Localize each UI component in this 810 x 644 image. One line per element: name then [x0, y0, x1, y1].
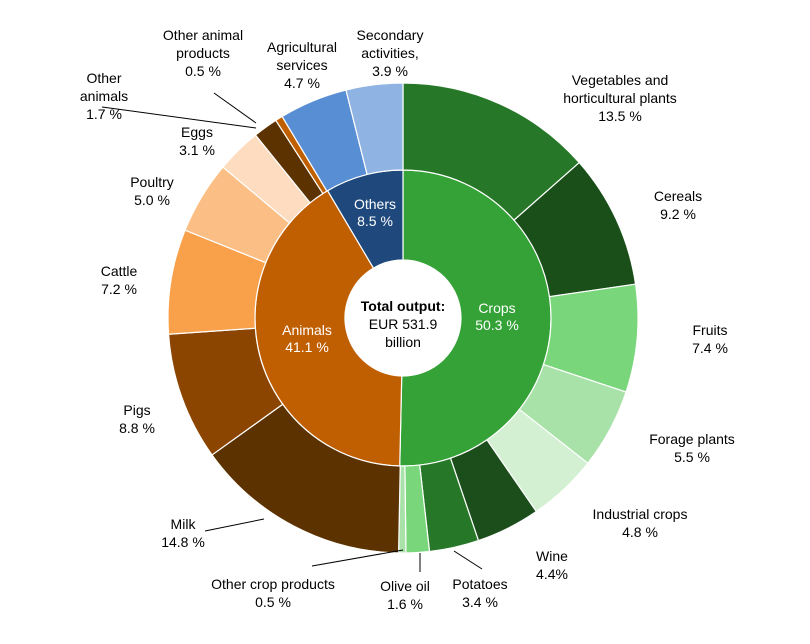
inner-label-crops: Crops [478, 300, 516, 316]
outer-label-milk: Milk [170, 516, 196, 532]
outer-label-cereals: Cereals [653, 188, 703, 204]
outer-label-eggs: Eggs [181, 124, 213, 140]
inner-value-crops: 50.3 % [475, 317, 519, 333]
outer-label-wine: Wine [536, 548, 568, 564]
outer-value-forage-plants: 5.5 % [674, 449, 710, 465]
center-line2: billion [385, 334, 421, 350]
leader-line [213, 92, 257, 124]
outer-value-industrial-crops: 4.8 % [622, 524, 658, 540]
outer-value-other-animal-products: 0.5 % [185, 63, 221, 79]
outer-value-cattle: 7.2 % [101, 281, 137, 297]
outer-label-vegetables-and-horticultural-plants: Vegetables and [571, 72, 669, 88]
center-title: Total output: [360, 298, 446, 314]
outer-value-wine: 4.4% [536, 566, 568, 582]
outer-value-other-animals: 1.7 % [86, 106, 122, 122]
leader-line [101, 106, 257, 129]
center-hole [345, 260, 461, 376]
outer-label-agricultural-services: Agricultural [266, 39, 338, 55]
inner-label-animals: Animals [282, 322, 332, 338]
leader-line [453, 550, 483, 570]
outer-label-potatoes: Potatoes [452, 576, 508, 592]
outer-value-cereals: 9.2 % [660, 206, 696, 222]
outer-label-poultry: Poultry [130, 174, 174, 190]
inner-value-others: 8.5 % [357, 213, 393, 229]
inner-label-others: Others [353, 196, 397, 212]
outer-value-poultry: 5.0 % [134, 192, 170, 208]
outer-value-other-crop-products: 0.5 % [255, 594, 291, 610]
outer-label2-other-animal-products: products [176, 45, 230, 61]
inner-value-animals: 41.1 % [285, 339, 329, 355]
outer-label-cattle: Cattle [100, 263, 138, 279]
outer-label2-secondary-activities: activities, [361, 45, 419, 61]
outer-label-olive-oil: Olive oil [380, 578, 430, 594]
outer-value-potatoes: 3.4 % [462, 594, 498, 610]
leader-line [204, 518, 265, 532]
center-line1: EUR 531.9 [368, 316, 438, 332]
outer-value-olive-oil: 1.6 % [387, 596, 423, 612]
outer-label2-vegetables-and-horticultural-plants: horticultural plants [563, 90, 677, 106]
outer-value-vegetables-and-horticultural-plants: 13.5 % [598, 108, 642, 124]
outer-label-industrial-crops: Industrial crops [592, 506, 688, 522]
outer-label-other-animals: Other [86, 70, 122, 86]
outer-value-pigs: 8.8 % [119, 420, 155, 436]
leader-line [311, 549, 404, 567]
outer-label-fruits: Fruits [692, 322, 728, 338]
outer-value-secondary-activities: 3.9 % [372, 63, 408, 79]
outer-value-eggs: 3.1 % [179, 142, 215, 158]
outer-label-pigs: Pigs [123, 402, 151, 418]
outer-label2-agricultural-services: services [276, 57, 328, 73]
outer-value-milk: 14.8 % [161, 534, 205, 550]
outer-value-fruits: 7.4 % [692, 340, 728, 356]
outer-label2-other-animals: animals [79, 88, 129, 104]
outer-label-other-animal-products: Other animal [162, 27, 244, 43]
outer-label-forage-plants: Forage plants [649, 431, 735, 447]
outer-slice-secondary-activities [345, 82, 404, 176]
outer-value-agricultural-services: 4.7 % [284, 75, 320, 91]
outer-label-other-crop-products: Other crop products [211, 576, 335, 592]
outer-label-secondary-activities: Secondary [356, 27, 424, 43]
